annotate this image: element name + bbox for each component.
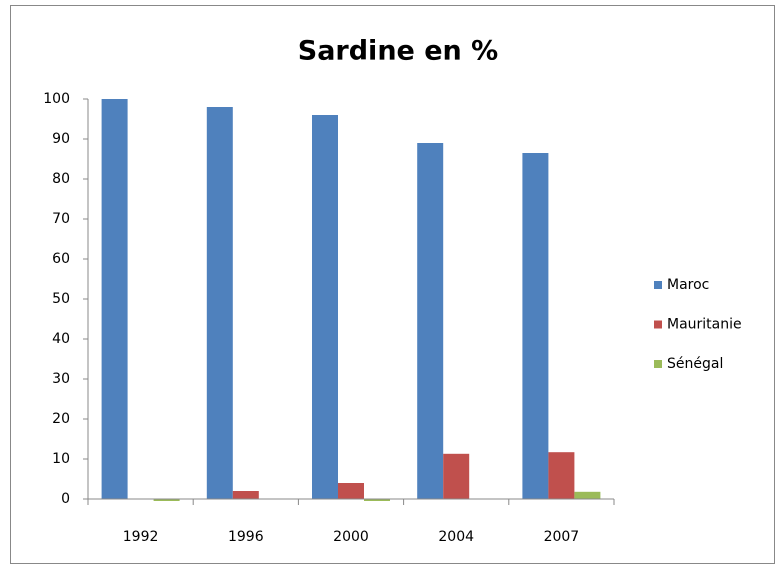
y-tick-label: 10 <box>52 451 70 467</box>
legend-label: Sénégal <box>667 356 723 372</box>
bar <box>548 452 575 499</box>
x-tick-label: 2007 <box>544 529 580 545</box>
y-tick-label: 100 <box>43 91 70 107</box>
bar <box>153 499 180 501</box>
chart-title: Sardine en % <box>298 36 498 67</box>
bar <box>101 99 128 499</box>
x-tick-label: 2000 <box>333 529 369 545</box>
bar <box>312 115 338 499</box>
y-tick-label: 80 <box>52 171 70 187</box>
bar <box>338 483 364 499</box>
legend-swatch <box>654 320 662 329</box>
legend-swatch <box>654 360 662 368</box>
x-tick-label: 1996 <box>228 529 264 545</box>
bar <box>574 491 601 499</box>
y-tick-label: 40 <box>52 331 70 347</box>
legend-label: Mauritanie <box>667 317 742 333</box>
x-tick-label: 2004 <box>438 529 474 545</box>
y-tick-label: 70 <box>52 211 70 227</box>
bar <box>364 499 390 501</box>
bar <box>232 491 259 499</box>
bar <box>443 453 470 499</box>
y-tick-label: 90 <box>52 131 70 147</box>
y-tick-label: 0 <box>61 491 70 507</box>
bar <box>206 107 233 499</box>
legend-label: Maroc <box>667 277 709 293</box>
chart-frame <box>10 5 775 564</box>
y-tick-label: 50 <box>52 291 70 307</box>
y-tick-label: 20 <box>52 411 70 427</box>
y-tick-label: 60 <box>52 251 70 267</box>
y-tick-label: 30 <box>52 371 70 387</box>
bar <box>417 143 444 499</box>
legend-swatch <box>654 281 662 289</box>
x-tick-label: 1992 <box>123 529 159 545</box>
bar <box>522 153 549 499</box>
